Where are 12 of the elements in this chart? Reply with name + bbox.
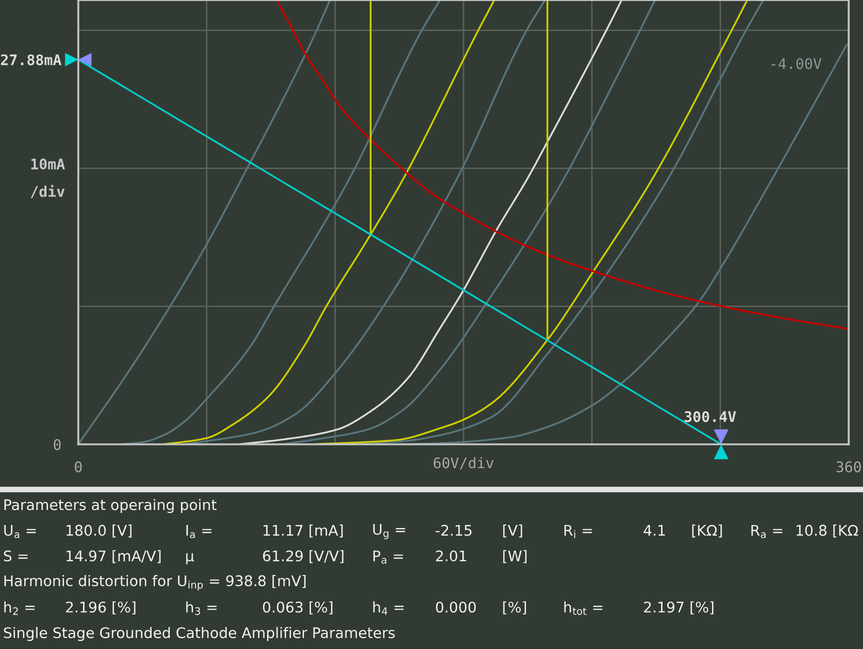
text: Parameters at operaing point	[4, 498, 217, 514]
text: Single Stage Grounded Cathode Amplifier Parameters	[4, 626, 395, 642]
series-label: -4.00V	[772, 58, 822, 70]
y-axis-title: 10mA /div	[30, 158, 65, 198]
y-tick-label: 27.88mA	[0, 54, 62, 66]
annotation: 300.4V	[684, 411, 736, 422]
text: S = 14.97 [mA/V] μ 61.29 [V/V] P$_{a}$ = 2.01 [W]	[4, 550, 527, 564]
text: U$_{a}$ = 180.0 [V] I$_{a}$ = 11.17 [mA] U$_{g}$ = -2.15 [V] R$_{i}$ = 4.1 [KΩ] R$_{a}$ = 10.8 [KΩ	[4, 524, 858, 540]
x-tick-label: 360	[836, 461, 861, 472]
text: Harmonic distortion for U$_{inp}$ = 938.8 [mV]	[4, 575, 306, 591]
x-axis-title: 60V/div	[434, 457, 494, 470]
text: h$_{2}$ = 2.196 [%] h$_{3}$ = 0.063 [%] h$_{4}$ = 0.000 [%] h$_{tot}$ = 2.197 [%]	[4, 601, 714, 615]
